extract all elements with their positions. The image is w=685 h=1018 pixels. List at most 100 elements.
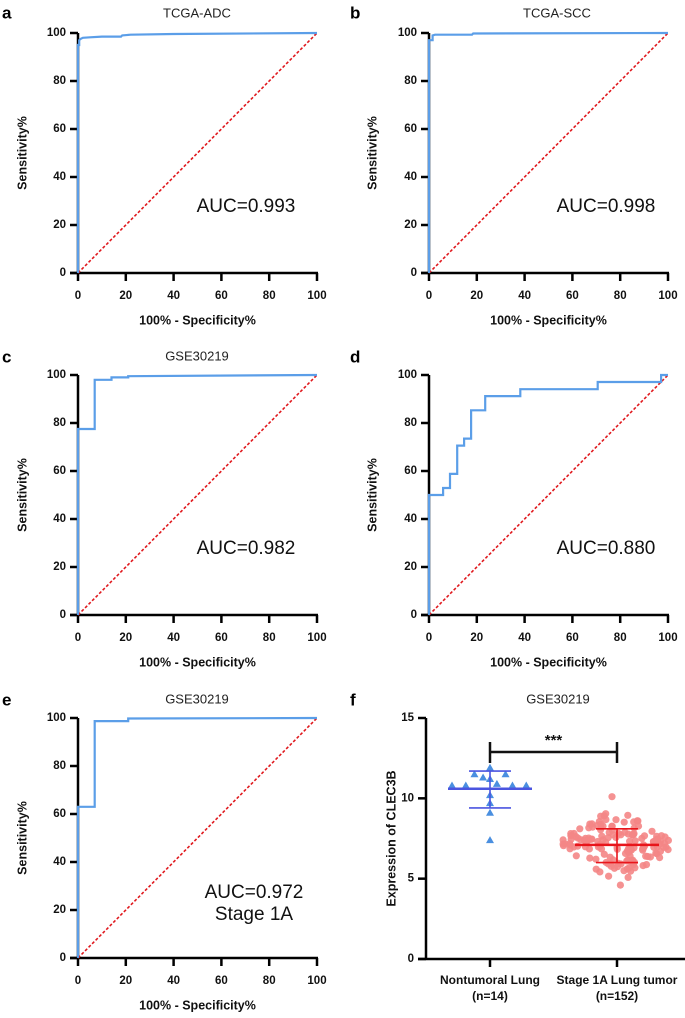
x-axis-title: 100% - Specificity% <box>139 655 256 669</box>
reference-diagonal-line <box>77 374 318 616</box>
x-tick-label: 0 <box>426 632 432 644</box>
x-tick-label: 40 <box>518 290 531 302</box>
nontumoral-data-point <box>470 770 479 778</box>
tumor-data-point <box>653 832 661 840</box>
y-axis-title: Sensitivity% <box>15 801 29 875</box>
nontumoral-data-point <box>479 773 488 781</box>
nontumoral-data-point <box>522 781 531 789</box>
x-tick-label: 80 <box>614 290 627 302</box>
y-tick-label: 60 <box>404 465 417 477</box>
tumor-data-point <box>656 847 665 855</box>
auc-label: AUC=0.998 <box>557 196 656 217</box>
y-tick-label: 20 <box>404 561 417 573</box>
y-tick-label: 0 <box>60 609 66 621</box>
roc-panel-b: b TCGA-SCC 0 20 40 60 80 100 0 20 40 60 80 100 Sensiti… <box>350 3 678 327</box>
tumor-data-point <box>638 834 646 843</box>
tumor-data-point <box>626 837 634 845</box>
y-tick-label: 80 <box>404 75 417 87</box>
tumor-data-point <box>614 859 623 868</box>
x-tick-label: 100 <box>307 632 326 644</box>
panel-label: c <box>2 347 11 366</box>
tumor-data-point <box>588 835 596 843</box>
tumor-data-point <box>592 855 600 863</box>
panel-label: d <box>350 347 360 366</box>
tumor-data-point <box>621 828 629 836</box>
roc-panel-a: a TCGA-ADC 0 20 40 60 80 100 0 20 40 60 80 100 Sensiti… <box>2 3 327 327</box>
x-tick-label: 60 <box>566 632 579 644</box>
x-tick-label: 20 <box>470 632 483 644</box>
x-tick-label: 80 <box>614 632 627 644</box>
roc-panel-c: c GSE30219 0 20 40 60 80 100 0 20 40 60 80 100 Sensiti… <box>2 347 327 669</box>
roc-curve-line <box>427 373 668 615</box>
y-tick-label: 100 <box>47 27 66 39</box>
tumor-data-point <box>612 816 620 824</box>
x-tick-label: 20 <box>119 975 132 987</box>
x-tick-label: 0 <box>75 975 81 987</box>
tumor-data-point <box>624 811 632 819</box>
x-tick-label: 60 <box>215 632 228 644</box>
y-tick-label: 20 <box>53 904 66 916</box>
reference-diagonal-line <box>77 32 318 274</box>
y-tick-label: 60 <box>404 123 417 135</box>
tumor-data-point <box>642 861 651 869</box>
significance-stars: *** <box>545 732 563 749</box>
x-tick-label: 20 <box>470 290 483 302</box>
tumor-data-point <box>620 818 628 826</box>
category-label: Stage 1A Lung tumor <box>557 973 678 987</box>
tumor-data-point <box>634 822 643 830</box>
y-axis-title: Sensitivity% <box>365 116 379 190</box>
roc-curve-line <box>76 373 318 615</box>
tumor-data-point <box>600 850 608 858</box>
tumor-data-point <box>567 830 575 838</box>
tumor-data-point <box>642 852 650 860</box>
tumor-data-point <box>566 841 574 849</box>
x-tick-label: 0 <box>75 290 81 302</box>
tumor-data-point <box>586 854 594 862</box>
y-axis-title: Sensitivity% <box>15 116 29 190</box>
y-tick-label: 40 <box>404 171 417 183</box>
y-tick-label: 20 <box>53 561 66 573</box>
tumor-data-point <box>586 820 594 828</box>
y-tick-label: 100 <box>47 712 66 724</box>
y-tick-label: 60 <box>53 808 66 820</box>
x-tick-label: 100 <box>307 290 326 302</box>
tumor-data-point <box>624 873 632 882</box>
y-tick-label: 0 <box>408 953 414 965</box>
y-tick-label: 15 <box>401 712 414 724</box>
y-tick-label: 20 <box>404 219 417 231</box>
reference-diagonal-line <box>428 32 669 274</box>
y-axis-title: Sensitivity% <box>15 458 29 532</box>
y-tick-label: 100 <box>398 27 417 39</box>
nontumoral-data-point <box>486 763 494 771</box>
x-tick-label: 100 <box>658 632 677 644</box>
y-tick-label: 100 <box>47 369 66 381</box>
roc-curve-line <box>76 716 318 958</box>
scatter-panel-f: f GSE30219 0 5 10 15 Expression of CLEC3B Nontu… <box>350 690 685 1003</box>
tumor-data-point <box>607 860 615 868</box>
x-tick-label: 80 <box>263 975 276 987</box>
auc-label: AUC=0.880 <box>557 538 656 559</box>
auc-label: AUC=0.972 <box>205 882 304 903</box>
tumor-data-point <box>600 812 608 820</box>
x-tick-label: 20 <box>119 632 132 644</box>
x-tick-label: 40 <box>167 975 180 987</box>
tumor-data-point <box>572 852 580 860</box>
panel-label: e <box>2 690 11 709</box>
nontumoral-data-point <box>501 770 510 778</box>
tumor-data-point <box>596 868 604 876</box>
x-axis-title: 100% - Specificity% <box>490 655 607 669</box>
x-tick-label: 60 <box>215 975 228 987</box>
tumor-data-point <box>629 830 638 839</box>
x-axis-title: 100% - Specificity% <box>139 313 256 327</box>
roc-curve-line <box>427 31 669 273</box>
roc-curve-line <box>76 31 318 273</box>
chart-title: GSE30219 <box>165 348 229 363</box>
y-tick-label: 0 <box>411 267 417 279</box>
tumor-data-point <box>605 872 613 880</box>
stage-label: Stage 1A <box>215 904 293 925</box>
tumor-data-point <box>599 822 607 830</box>
x-tick-label: 80 <box>263 632 276 644</box>
y-tick-label: 20 <box>53 219 66 231</box>
x-tick-label: 60 <box>566 290 579 302</box>
